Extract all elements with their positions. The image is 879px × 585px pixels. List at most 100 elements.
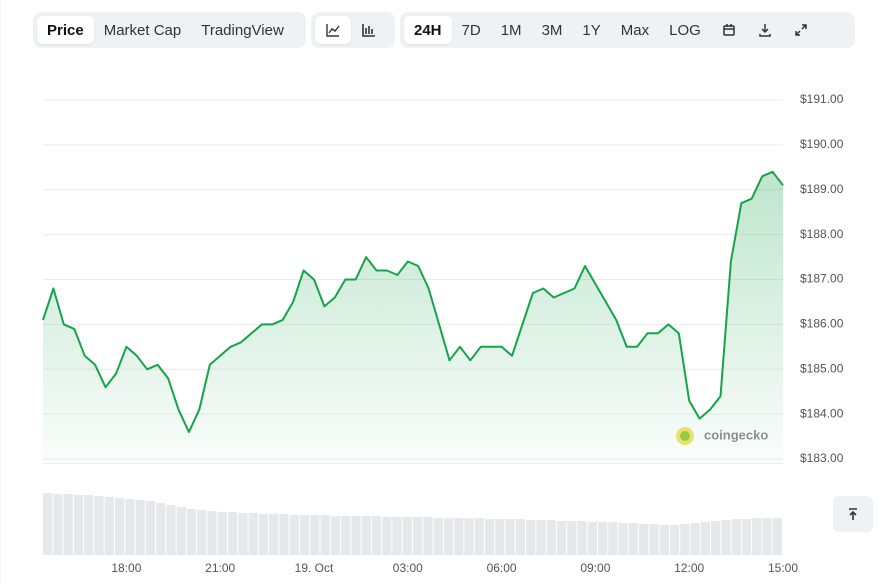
scroll-top-button[interactable] [833, 496, 873, 532]
volume-bar [248, 513, 258, 555]
x-tick-label: 03:00 [393, 561, 423, 575]
volume-bar [238, 513, 248, 555]
y-tick-label: $186.00 [800, 317, 844, 331]
volume-bar [135, 500, 145, 555]
range-toggle: 24H 7D 1M 3M 1Y Max LOG [400, 12, 855, 48]
range-button[interactable]: 1Y [582, 21, 601, 39]
volume-bar [474, 518, 484, 555]
watermark: coingecko [704, 427, 768, 442]
bar-icon [362, 24, 375, 37]
log-button[interactable]: LOG [669, 21, 701, 39]
view-button[interactable]: TradingView [201, 21, 284, 39]
y-tick-label: $188.00 [800, 227, 844, 241]
volume-bar [618, 523, 628, 555]
y-tick-label: $191.00 [800, 92, 844, 106]
x-tick-label: 12:00 [674, 561, 704, 575]
volume-bar [484, 519, 495, 555]
volume-bar [330, 516, 341, 555]
volume-bar [505, 519, 515, 555]
calendar-icon [723, 24, 735, 36]
price-line [42, 170, 784, 434]
volume-bar [464, 518, 474, 555]
volume-bar [556, 521, 567, 555]
volume-bar [392, 517, 402, 555]
volume-bar [84, 495, 94, 555]
line-chart-button[interactable] [315, 16, 351, 44]
download-icon [759, 24, 771, 37]
y-tick-label: $185.00 [800, 361, 844, 375]
chart-type-toggle [311, 12, 395, 48]
volume-bar [145, 501, 156, 555]
volume-bar [752, 518, 762, 555]
volume-bar [228, 512, 238, 555]
volume-bar [351, 516, 361, 555]
volume-bar [495, 519, 505, 555]
volume-bar [690, 523, 700, 555]
x-tick-label: 21:00 [205, 561, 235, 575]
fullscreen-button[interactable] [783, 16, 819, 44]
price-area [43, 171, 783, 464]
candle-chart-button[interactable] [351, 16, 387, 44]
range-button[interactable]: Max [620, 21, 650, 39]
volume-bar [598, 522, 608, 555]
range-button[interactable]: 1M [500, 21, 522, 39]
volume-bar [423, 517, 433, 555]
volume-bar [279, 514, 289, 555]
volume-bar [546, 520, 556, 555]
volume-bar [443, 518, 454, 555]
volume-bar [659, 525, 669, 555]
volume-bar [125, 499, 135, 555]
expand-icon [795, 24, 807, 36]
calendar-button[interactable] [711, 16, 747, 44]
range-button[interactable]: 7D [461, 21, 481, 39]
volume-bar [680, 524, 690, 555]
volume-bar [413, 517, 423, 555]
volume-bar [526, 520, 536, 555]
volume-bar [73, 495, 84, 555]
x-tick-label: 19. Oct [295, 561, 334, 575]
volume-bar [186, 509, 197, 555]
volume-bar [320, 515, 330, 555]
volume-bar [217, 512, 227, 555]
volume-bar [772, 518, 782, 555]
download-button[interactable] [747, 16, 783, 44]
volume-bar [433, 518, 443, 555]
watermark-logo-inner [680, 431, 690, 441]
volume-bar [299, 515, 310, 555]
view-button[interactable]: Price [37, 16, 94, 44]
volume-bar [721, 520, 731, 555]
volume-bar [762, 518, 772, 555]
arrow-up-icon [849, 508, 857, 520]
volume-bar [567, 521, 577, 555]
volume-bar [454, 518, 464, 555]
y-tick-label: $187.00 [800, 272, 844, 286]
volume-bar [166, 505, 176, 555]
range-button[interactable]: 3M [541, 21, 563, 39]
y-tick-label: $189.00 [800, 182, 844, 196]
x-tick-label: 18:00 [111, 561, 141, 575]
volume-bar [176, 507, 186, 555]
volume-bar [711, 521, 721, 555]
volume-bar [104, 497, 114, 555]
volume-bar [639, 524, 649, 555]
view-toggle: Price Market Cap TradingView [33, 12, 306, 48]
volume-bar [114, 498, 125, 555]
volume-bar [53, 494, 63, 555]
volume-bar [669, 525, 680, 555]
volume-bar [649, 524, 659, 555]
volume-bar [269, 514, 279, 555]
view-button[interactable]: Market Cap [103, 21, 182, 39]
y-tick-label: $190.00 [800, 137, 844, 151]
x-tick-label: 06:00 [487, 561, 517, 575]
range-button[interactable]: 24H [404, 16, 452, 44]
volume-bar [402, 517, 412, 555]
volume-bar [587, 522, 597, 555]
volume-bar [536, 520, 546, 555]
x-tick-label: 09:00 [580, 561, 610, 575]
volume-bar [197, 510, 207, 555]
y-tick-label: $183.00 [800, 451, 844, 465]
volume-bar [628, 523, 639, 555]
volume-bar [361, 516, 371, 555]
